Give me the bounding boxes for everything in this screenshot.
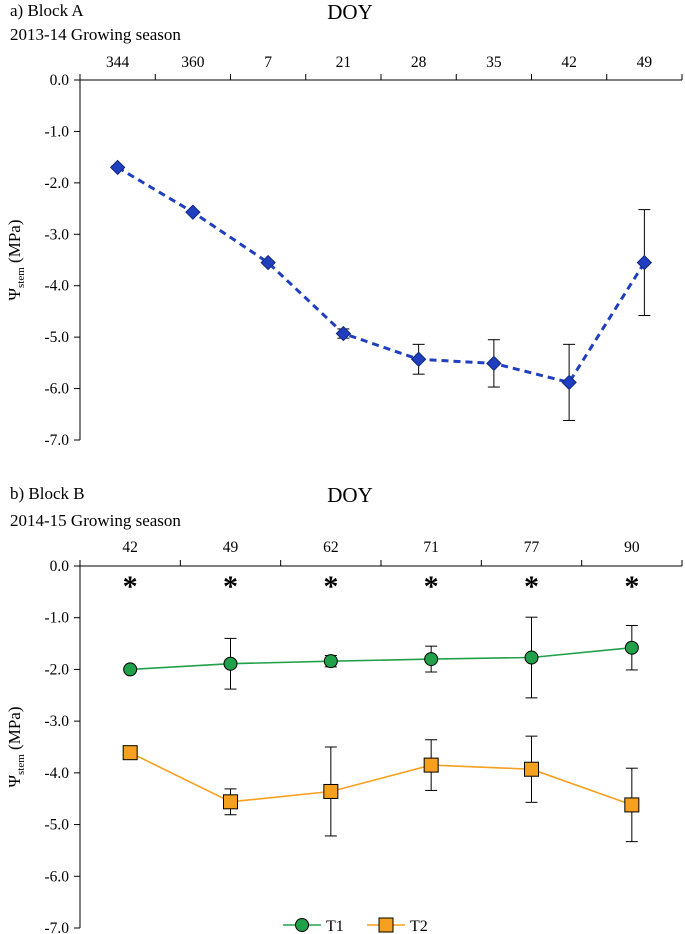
y-tick-label: -1.0 (44, 610, 69, 627)
y-tick-label: -4.0 (44, 765, 69, 782)
y-tick-label: -1.0 (44, 123, 69, 140)
x-tick-label: 360 (181, 54, 205, 71)
x-tick-label: 28 (411, 54, 427, 71)
y-tick-label: -7.0 (44, 920, 69, 934)
data-point-diamond (335, 325, 352, 342)
data-point-circle (424, 652, 439, 667)
data-point-square (323, 783, 339, 799)
x-tick-label: 71 (423, 539, 439, 556)
data-point-diamond (260, 254, 276, 271)
data-point-circle (624, 640, 639, 655)
x-tick-label: 35 (486, 54, 502, 71)
x-tick-label: 7 (264, 54, 272, 71)
series-line (116, 166, 646, 385)
x-tick-label: 49 (637, 54, 653, 71)
y-tick-label: -2.0 (44, 661, 69, 678)
y-tick-label: -3.0 (44, 226, 69, 243)
x-tick-label: 90 (624, 539, 640, 556)
x-tick-label: 42 (561, 54, 577, 71)
legend-marker-square (378, 917, 394, 933)
significance-star: * (524, 570, 539, 603)
data-point-square (524, 761, 539, 777)
data-point-circle (123, 662, 138, 677)
season-label: 2014-15 Growing season (10, 511, 181, 530)
legend-label: T2 (410, 918, 428, 934)
significance-star: * (123, 570, 138, 603)
x-tick-label: 21 (336, 54, 352, 71)
panel-label: a) Block A (10, 1, 84, 20)
data-point-diamond (410, 351, 427, 367)
data-point-square (423, 757, 439, 773)
significance-star: * (424, 570, 439, 603)
panel-b: b) Block B 2014-15 Growing season DOY 42 49 6… (5, 483, 683, 934)
y-tick-label: -3.0 (44, 713, 69, 730)
y-tick-label: -4.0 (44, 278, 69, 295)
series-line (130, 646, 632, 671)
panel-a: a) Block A 2013-14 Growing season DOY 344 36… (5, 0, 683, 449)
y-axis-title: Ψstem (MPa) (5, 219, 27, 300)
y-tick-label: -6.0 (44, 381, 69, 398)
data-point-square (122, 745, 138, 761)
data-point-diamond (561, 374, 577, 391)
season-label: 2013-14 Growing season (10, 25, 181, 44)
legend-marker-circle (295, 918, 309, 932)
data-point-circle (524, 650, 539, 665)
y-tick-label: -7.0 (44, 432, 69, 449)
y-tick-label: 0.0 (50, 72, 70, 89)
data-point-diamond (486, 355, 502, 372)
data-point-square (223, 794, 238, 810)
x-tick-label: 344 (106, 54, 130, 71)
x-axis-title: DOY (327, 0, 373, 24)
x-tick-label: 49 (223, 539, 239, 556)
legend-label: T1 (326, 918, 344, 934)
y-tick-label: -5.0 (44, 329, 69, 346)
x-tick-label: 42 (122, 539, 138, 556)
panel-label: b) Block B (10, 484, 85, 503)
data-point-diamond (109, 159, 126, 176)
x-tick-label: 77 (524, 539, 540, 556)
series-line (129, 751, 633, 806)
data-point-square (624, 797, 640, 813)
y-tick-label: -2.0 (44, 175, 69, 192)
significance-star: * (223, 570, 238, 603)
data-point-diamond (185, 204, 201, 220)
y-tick-label: -6.0 (44, 868, 69, 885)
data-point-circle (323, 654, 338, 669)
x-axis-title: DOY (327, 483, 373, 507)
y-axis-title: Ψstem (MPa) (5, 706, 27, 787)
significance-star: * (323, 570, 338, 603)
data-point-diamond (636, 254, 653, 271)
data-point-circle (223, 656, 238, 671)
x-tick-label: 62 (323, 539, 339, 556)
significance-star: * (624, 570, 639, 603)
y-tick-label: -5.0 (44, 817, 69, 834)
y-tick-label: 0.0 (50, 558, 70, 575)
